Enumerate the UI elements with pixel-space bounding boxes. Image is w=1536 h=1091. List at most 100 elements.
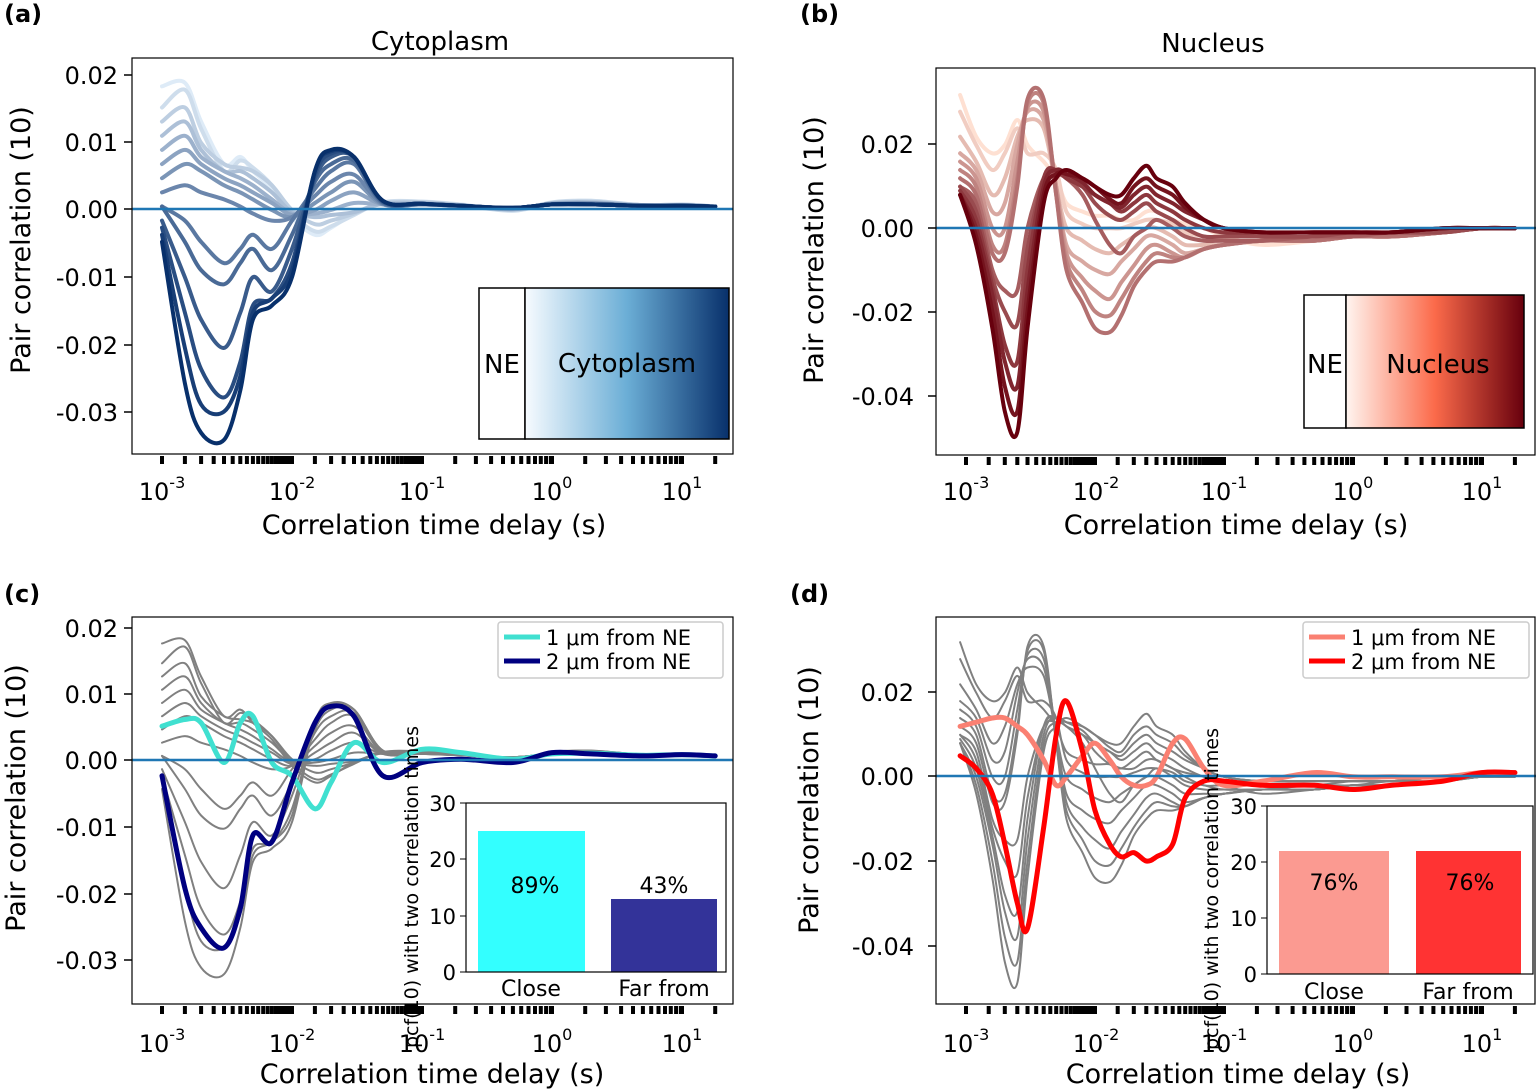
panel-d-ylabel: Pair correlation (10) xyxy=(794,666,825,934)
panel-d-ytick-label: -0.02 xyxy=(852,848,914,876)
x-minor-tick xyxy=(1216,457,1221,465)
panel-d-xtick-label: 101 xyxy=(1462,1025,1503,1058)
x-minor-tick xyxy=(1219,457,1224,465)
x-minor-tick xyxy=(256,456,261,464)
panel-a-ytick-label: -0.01 xyxy=(56,264,118,292)
x-minor-tick xyxy=(1080,457,1085,465)
panel-d-xtick-label: 10-3 xyxy=(943,1025,990,1058)
x-minor-tick xyxy=(1512,457,1517,465)
x-minor-tick xyxy=(1327,457,1332,465)
panel-a-axes-frame xyxy=(131,57,734,455)
panel-a-xlabel: Correlation time delay (s) xyxy=(262,510,607,541)
x-minor-tick xyxy=(287,456,292,464)
panel-d-inset-bar-label-2: 76% xyxy=(1446,871,1495,896)
panel-c-legend-label-1: 1 μm from NE xyxy=(546,626,691,650)
x-minor-tick xyxy=(1202,457,1206,465)
x-minor-tick xyxy=(656,456,661,464)
x-minor-tick xyxy=(1054,1006,1059,1014)
x-minor-tick xyxy=(1034,1006,1039,1014)
panel-b-title: Nucleus xyxy=(1161,29,1264,59)
x-minor-tick xyxy=(414,1006,419,1014)
x-minor-tick xyxy=(1441,1006,1446,1014)
x-minor-tick xyxy=(1131,1006,1136,1014)
panel-c-legend-label-2: 2 μm from NE xyxy=(546,650,691,674)
x-minor-tick xyxy=(1073,1006,1077,1014)
panel-c-ylabel: Pair correlation (10) xyxy=(1,664,32,932)
x-minor-tick xyxy=(1320,457,1325,465)
x-minor-tick xyxy=(680,456,684,464)
panel-a: (a) Cytoplasm 0.02 0.01 0.00 -0.01 -0.02… xyxy=(4,0,734,541)
x-minor-tick xyxy=(473,1006,478,1014)
x-minor-tick xyxy=(1059,457,1064,465)
x-minor-tick xyxy=(1080,1006,1085,1014)
panel-b-xtick-label: 101 xyxy=(1462,473,1503,506)
x-minor-tick xyxy=(1188,457,1193,465)
panel-c-inset-bar-close xyxy=(478,831,585,972)
panel-c-ytick-label: 0.01 xyxy=(65,681,118,709)
x-minor-tick xyxy=(1209,1006,1214,1014)
panel-a-title: Cytoplasm xyxy=(371,27,509,57)
x-minor-tick xyxy=(329,456,334,464)
x-minor-tick xyxy=(1154,457,1159,465)
x-minor-tick xyxy=(1290,1006,1295,1014)
x-minor-tick xyxy=(1480,457,1484,465)
x-minor-tick xyxy=(1463,1006,1468,1014)
x-minor-tick xyxy=(1025,1006,1030,1014)
x-minor-tick xyxy=(1334,1006,1339,1014)
panel-c-label: (c) xyxy=(4,580,40,608)
panel-a-ytick-label: -0.02 xyxy=(56,332,118,360)
panel-d-inset-ytick-label: 10 xyxy=(1230,907,1257,931)
panel-b-xtick-label: 10-2 xyxy=(1073,473,1120,506)
panel-b-xlabel: Correlation time delay (s) xyxy=(1064,510,1409,541)
x-minor-tick xyxy=(238,456,243,464)
x-minor-tick xyxy=(230,1006,235,1014)
x-minor-tick xyxy=(1076,457,1081,465)
panel-d-inset-ylabel: pcf(10) with two correlation times xyxy=(1201,728,1223,1050)
panel-c-inset-bar-label-2: 43% xyxy=(640,874,689,899)
x-minor-tick xyxy=(230,456,235,464)
x-minor-tick xyxy=(1275,457,1280,465)
panel-c: (c) 0.02 0.01 0.00 -0.01 -0.02 -0.03 10-… xyxy=(1,580,734,1090)
panel-a-xtick-label: 10-3 xyxy=(139,473,186,506)
x-minor-tick xyxy=(1183,457,1188,465)
x-minor-tick xyxy=(256,1006,261,1014)
panel-b-colormap-bar xyxy=(1345,294,1525,429)
x-minor-tick xyxy=(261,1006,266,1014)
panel-b-x-minor-ticks xyxy=(964,457,1517,465)
panel-a-xtick-label: 100 xyxy=(532,473,573,506)
x-minor-tick xyxy=(1345,1006,1350,1014)
x-minor-tick xyxy=(713,1006,718,1014)
x-minor-tick xyxy=(374,1006,379,1014)
panel-c-axes-frame xyxy=(131,616,734,1005)
x-minor-tick xyxy=(1339,1006,1344,1014)
x-minor-tick xyxy=(674,456,679,464)
x-minor-tick xyxy=(489,456,494,464)
x-minor-tick xyxy=(1312,1006,1317,1014)
panel-c-legend-box xyxy=(497,621,724,679)
x-minor-tick xyxy=(1041,1006,1046,1014)
panel-c-inset-y-ticks: 0 10 20 30 xyxy=(429,792,466,985)
panel-d-inset-ytick-label: 0 xyxy=(1244,963,1257,987)
x-minor-tick xyxy=(526,456,531,464)
x-minor-tick xyxy=(1383,457,1388,465)
x-minor-tick xyxy=(386,456,391,464)
x-minor-tick xyxy=(273,1006,278,1014)
panel-d-inset-y-ticks: 0 10 20 30 xyxy=(1230,795,1267,987)
panel-a-ylabel: Pair correlation (10) xyxy=(6,106,37,374)
x-minor-tick xyxy=(360,456,365,464)
x-minor-tick xyxy=(1419,457,1424,465)
x-minor-tick xyxy=(368,456,373,464)
panel-d-legend-label-1: 1 μm from NE xyxy=(1351,626,1496,650)
x-minor-tick xyxy=(668,1006,673,1014)
x-minor-tick xyxy=(1048,1006,1053,1014)
panel-b-series-line xyxy=(958,170,1517,299)
x-minor-tick xyxy=(453,456,458,464)
panel-a-colormap-bar xyxy=(524,287,730,440)
x-minor-tick xyxy=(403,1006,408,1014)
x-minor-tick xyxy=(238,1006,243,1014)
x-minor-tick xyxy=(453,1006,458,1014)
x-minor-tick xyxy=(341,1006,346,1014)
x-minor-tick xyxy=(1177,457,1182,465)
x-minor-tick xyxy=(386,1006,391,1014)
x-minor-tick xyxy=(399,1006,404,1014)
